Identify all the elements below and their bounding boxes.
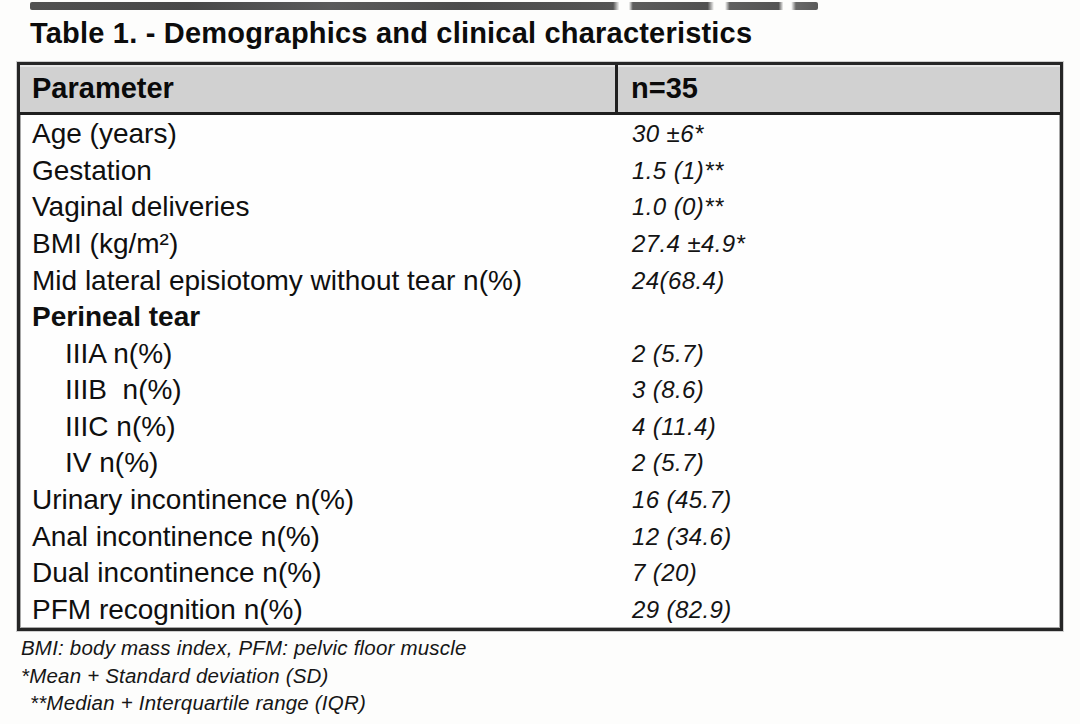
table-row: Vaginal deliveries 1.0 (0)** bbox=[20, 189, 1060, 226]
table-row: Urinary incontinence n(%) 16 (45.7) bbox=[20, 482, 1060, 519]
row-value: 16 (45.7) bbox=[618, 486, 1060, 514]
row-label: BMI (kg/m²) bbox=[20, 228, 618, 260]
table-footnotes: BMI: body mass index, PFM: pelvic floor … bbox=[21, 634, 467, 717]
header-label-n: n=35 bbox=[631, 72, 698, 105]
row-value: 4 (11.4) bbox=[618, 413, 1060, 441]
footnote-median-iqr: **Median + Interquartile range (IQR) bbox=[21, 689, 467, 717]
footnote-abbreviations: BMI: body mass index, PFM: pelvic floor … bbox=[21, 634, 467, 662]
row-label: Dual incontinence n(%) bbox=[20, 557, 618, 589]
table-title: Table 1. - Demographics and clinical cha… bbox=[30, 17, 752, 50]
row-label: Urinary incontinence n(%) bbox=[20, 484, 618, 516]
demographics-table: Parameter n=35 Age (years) 30 ±6* Gestat… bbox=[17, 62, 1063, 631]
table-row: IIIB n(%) 3 (8.6) bbox=[20, 372, 1060, 409]
row-label: Age (years) bbox=[20, 118, 618, 150]
row-label: Gestation bbox=[20, 155, 618, 187]
table-body: Age (years) 30 ±6* Gestation 1.5 (1)** V… bbox=[20, 115, 1060, 628]
table-row: Age (years) 30 ±6* bbox=[20, 116, 1060, 153]
row-value: 30 ±6* bbox=[618, 120, 1060, 148]
row-label: Vaginal deliveries bbox=[20, 191, 618, 223]
table-row: IIIA n(%) 2 (5.7) bbox=[20, 335, 1060, 372]
table-row: PFM recognition n(%) 29 (82.9) bbox=[20, 592, 1060, 629]
header-cell-parameter: Parameter bbox=[20, 65, 618, 112]
footnote-mean-sd: *Mean + Standard deviation (SD) bbox=[21, 662, 467, 690]
row-label: Mid lateral episiotomy without tear n(%) bbox=[20, 265, 618, 297]
row-value: 2 (5.7) bbox=[618, 449, 1060, 477]
table-row-section-perineal-tear: Perineal tear bbox=[20, 299, 1060, 336]
table-row: Dual incontinence n(%) 7 (20) bbox=[20, 555, 1060, 592]
row-label: IV n(%) bbox=[20, 447, 618, 479]
header-cell-n: n=35 bbox=[618, 65, 1060, 112]
row-value: 7 (20) bbox=[618, 559, 1060, 587]
row-label: IIIC n(%) bbox=[20, 411, 618, 443]
row-value: 12 (34.6) bbox=[618, 523, 1060, 551]
row-value: 2 (5.7) bbox=[618, 340, 1060, 368]
row-value: 29 (82.9) bbox=[618, 596, 1060, 624]
table-row: Gestation 1.5 (1)** bbox=[20, 153, 1060, 190]
row-value: 1.5 (1)** bbox=[618, 157, 1060, 185]
cropped-text-artifact bbox=[30, 2, 818, 10]
table-row: Anal incontinence n(%) 12 (34.6) bbox=[20, 518, 1060, 555]
header-label-parameter: Parameter bbox=[32, 72, 174, 105]
table-row: BMI (kg/m²) 27.4 ±4.9* bbox=[20, 226, 1060, 263]
table-row: IIIC n(%) 4 (11.4) bbox=[20, 409, 1060, 446]
row-label: IIIB n(%) bbox=[20, 374, 618, 406]
row-value: 3 (8.6) bbox=[618, 376, 1060, 404]
row-label: Anal incontinence n(%) bbox=[20, 521, 618, 553]
row-label: Perineal tear bbox=[20, 301, 618, 333]
row-value: 1.0 (0)** bbox=[618, 193, 1060, 221]
row-value: 27.4 ±4.9* bbox=[618, 230, 1060, 258]
row-value: 24(68.4) bbox=[618, 267, 1060, 295]
table-row: Mid lateral episiotomy without tear n(%)… bbox=[20, 262, 1060, 299]
table-row: IV n(%) 2 (5.7) bbox=[20, 445, 1060, 482]
table-header-row: Parameter n=35 bbox=[20, 65, 1060, 115]
row-label: PFM recognition n(%) bbox=[20, 594, 618, 626]
row-label: IIIA n(%) bbox=[20, 338, 618, 370]
